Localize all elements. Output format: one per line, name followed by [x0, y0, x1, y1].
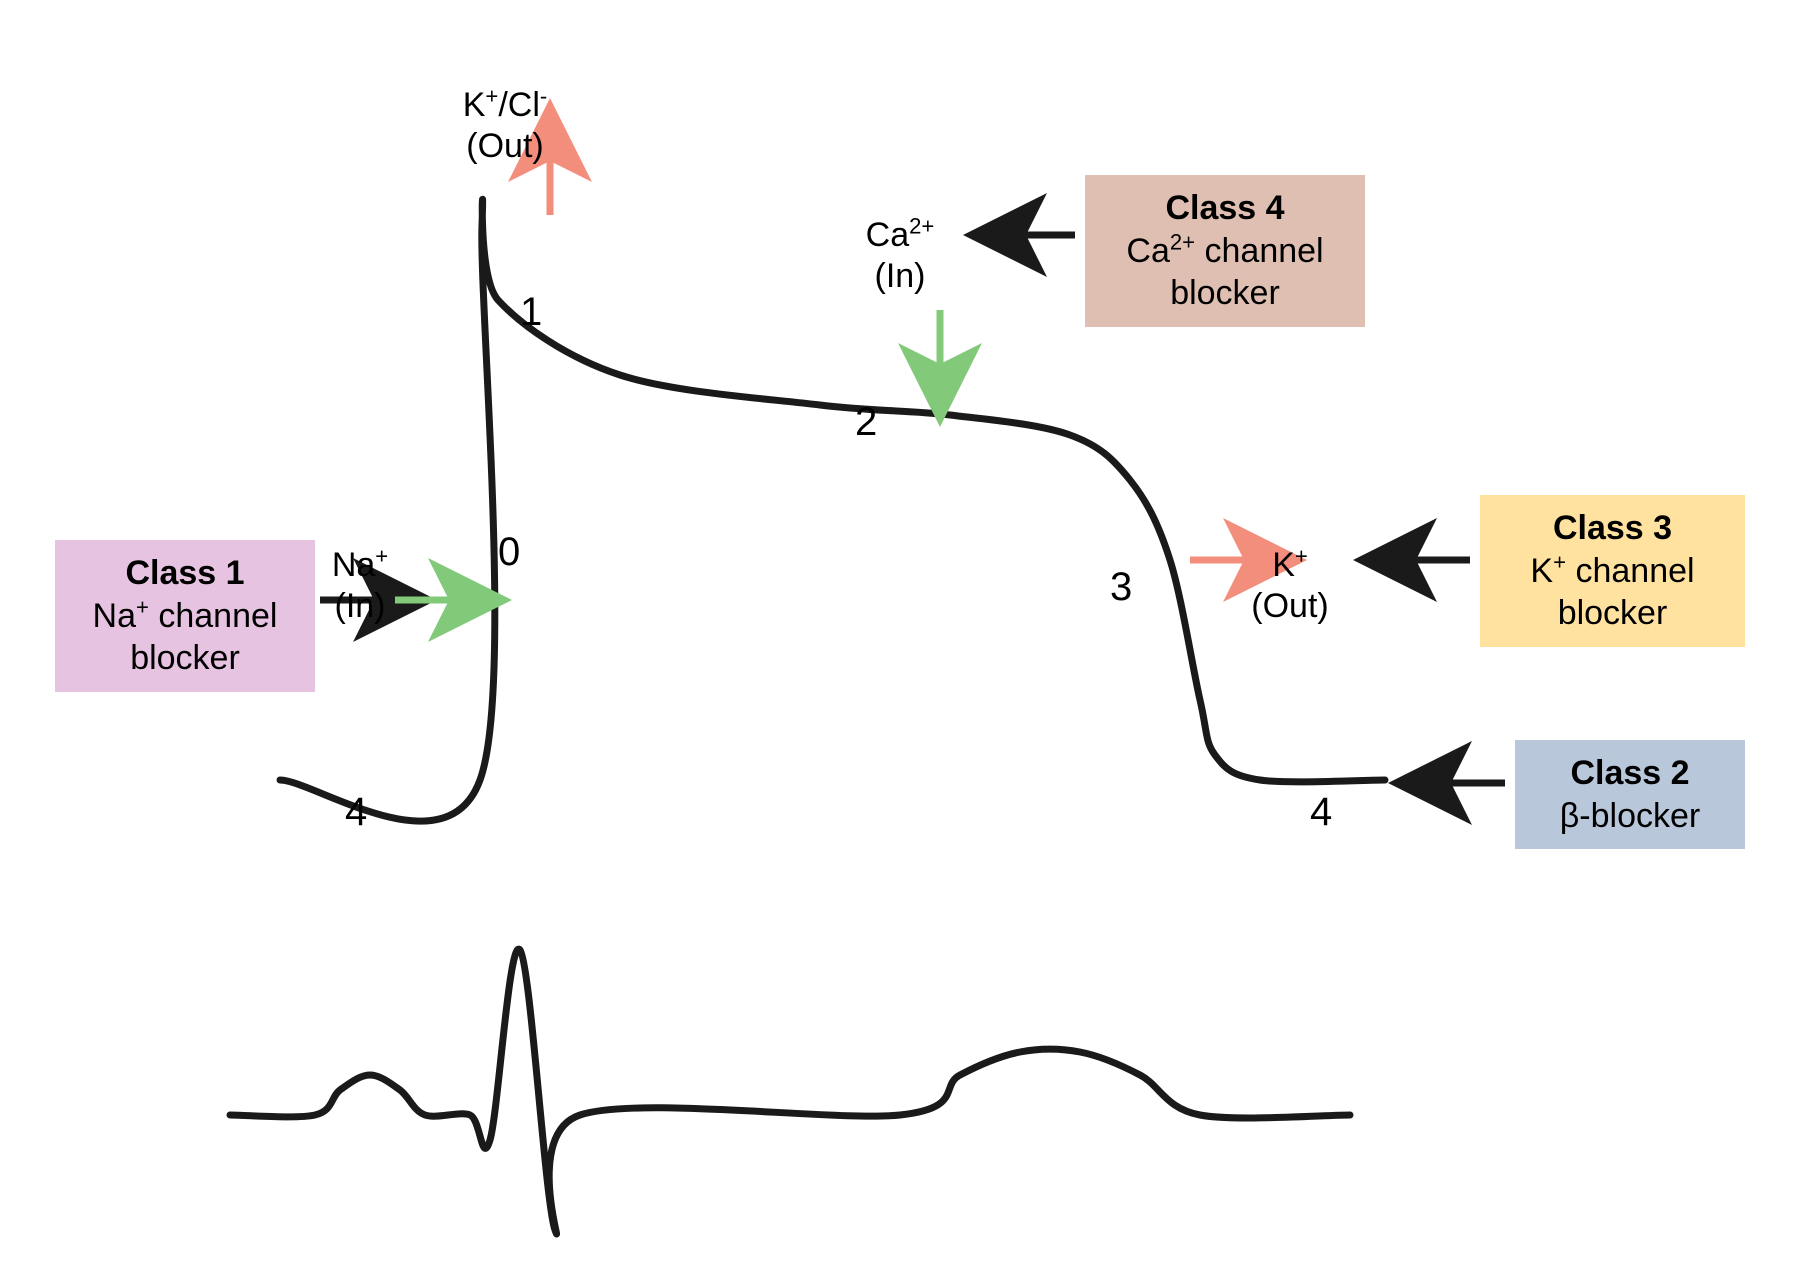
ca-ion-label-line1: Ca2+	[830, 215, 970, 256]
na-ion-label-line2: (In)	[290, 586, 430, 627]
class4-title: Class 4	[1103, 187, 1347, 230]
class2-box: Class 2 β-blocker	[1515, 740, 1745, 849]
k-ion-label-line1: K+	[1220, 545, 1360, 586]
phase-4-right-label: 4	[1310, 790, 1332, 835]
class2-title: Class 2	[1533, 752, 1727, 795]
ca-ion-label-line2: (In)	[830, 256, 970, 297]
ecg-curve	[230, 949, 1350, 1234]
ca-ion-label: Ca2+ (In)	[830, 215, 970, 297]
class4-subtitle: Ca2+ channelblocker	[1103, 230, 1347, 315]
class1-box: Class 1 Na+ channelblocker	[55, 540, 315, 692]
k-ion-label: K+ (Out)	[1220, 545, 1360, 627]
class4-box: Class 4 Ca2+ channelblocker	[1085, 175, 1365, 327]
kcl-ion-label: K+/Cl- (Out)	[435, 85, 575, 167]
na-ion-label-line1: Na+	[290, 545, 430, 586]
diagram-stage: Class 1 Na+ channelblocker Class 2 β-blo…	[0, 0, 1800, 1287]
phase-3-label: 3	[1110, 565, 1132, 610]
phase-0-label: 0	[498, 530, 520, 575]
kcl-ion-label-line2: (Out)	[435, 126, 575, 167]
class2-subtitle: β-blocker	[1533, 795, 1727, 838]
na-ion-label: Na+ (In)	[290, 545, 430, 627]
kcl-ion-label-line1: K+/Cl-	[435, 85, 575, 126]
phase-2-label: 2	[855, 400, 877, 445]
class3-box: Class 3 K+ channelblocker	[1480, 495, 1745, 647]
class3-subtitle: K+ channelblocker	[1498, 550, 1727, 635]
k-ion-label-line2: (Out)	[1220, 586, 1360, 627]
class1-subtitle: Na+ channelblocker	[73, 595, 297, 680]
phase-1-label: 1	[520, 290, 542, 335]
class1-title: Class 1	[73, 552, 297, 595]
class3-title: Class 3	[1498, 507, 1727, 550]
phase-4-left-label: 4	[345, 790, 367, 835]
